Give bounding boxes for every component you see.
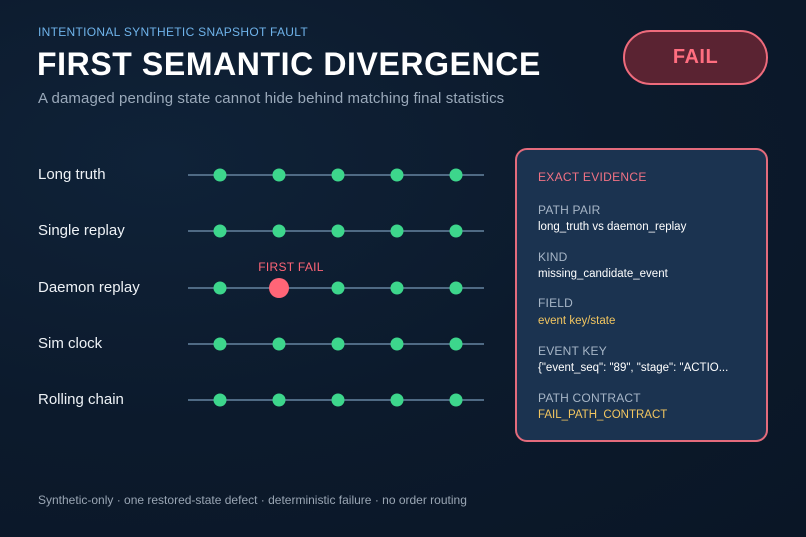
- checkpoint-ok: [390, 337, 404, 351]
- path-label-sim-clock: Sim clock: [38, 335, 103, 352]
- evidence-value-path-pair: long_truth vs daemon_replay: [538, 221, 687, 233]
- checkpoint-ok: [331, 281, 345, 295]
- kicker-label: INTENTIONAL SYNTHETIC SNAPSHOT FAULT: [38, 25, 308, 39]
- checkpoint-ok: [213, 224, 227, 238]
- evidence-key-kind: KIND: [538, 250, 568, 264]
- checkpoint-ok: [272, 224, 286, 238]
- path-label-long-truth: Long truth: [38, 166, 106, 183]
- checkpoint-ok: [272, 393, 286, 407]
- evidence-panel: EXACT EVIDENCE PATH PAIR long_truth vs d…: [515, 148, 768, 442]
- checkpoint-ok: [390, 224, 404, 238]
- path-label-rolling-chain: Rolling chain: [38, 391, 124, 408]
- path-label-single-replay: Single replay: [38, 222, 125, 239]
- page-title: FIRST SEMANTIC DIVERGENCE: [37, 46, 541, 82]
- evidence-value-field: event key/state: [538, 315, 616, 327]
- path-label-daemon-replay: Daemon replay: [38, 279, 140, 296]
- checkpoint-ok: [331, 168, 345, 182]
- checkpoint-ok: [213, 337, 227, 351]
- evidence-value-path-contract: FAIL_PATH_CONTRACT: [538, 409, 668, 421]
- checkpoint-ok: [331, 224, 345, 238]
- evidence-key-path-contract: PATH CONTRACT: [538, 391, 641, 405]
- checkpoint-ok: [331, 337, 345, 351]
- checkpoint-ok: [272, 168, 286, 182]
- evidence-key-path-pair: PATH PAIR: [538, 203, 601, 217]
- checkpoint-ok: [331, 393, 345, 407]
- checkpoint-ok: [390, 168, 404, 182]
- checkpoint-ok: [213, 393, 227, 407]
- checkpoint-ok: [213, 281, 227, 295]
- checkpoint-ok: [449, 281, 463, 295]
- checkpoint-ok: [449, 168, 463, 182]
- checkpoint-ok: [213, 168, 227, 182]
- checkpoint-ok: [390, 393, 404, 407]
- checkpoint-ok: [272, 337, 286, 351]
- fail-status-badge: FAIL: [623, 30, 768, 85]
- evidence-key-event-key: EVENT KEY: [538, 344, 607, 358]
- footer-note: Synthetic-only · one restored-state defe…: [38, 493, 467, 507]
- evidence-key-field: FIELD: [538, 296, 574, 310]
- page-subtitle: A damaged pending state cannot hide behi…: [38, 90, 505, 107]
- first-fail-label: FIRST FAIL: [258, 260, 323, 274]
- checkpoint-ok: [449, 393, 463, 407]
- evidence-heading: EXACT EVIDENCE: [538, 170, 647, 184]
- evidence-value-event-key: {"event_seq": "89", "stage": "ACTIO...: [538, 362, 729, 374]
- checkpoint-ok: [449, 224, 463, 238]
- evidence-value-kind: missing_candidate_event: [538, 268, 668, 280]
- checkpoint-ok: [449, 337, 463, 351]
- first-fail-checkpoint: [269, 278, 289, 298]
- checkpoint-ok: [390, 281, 404, 295]
